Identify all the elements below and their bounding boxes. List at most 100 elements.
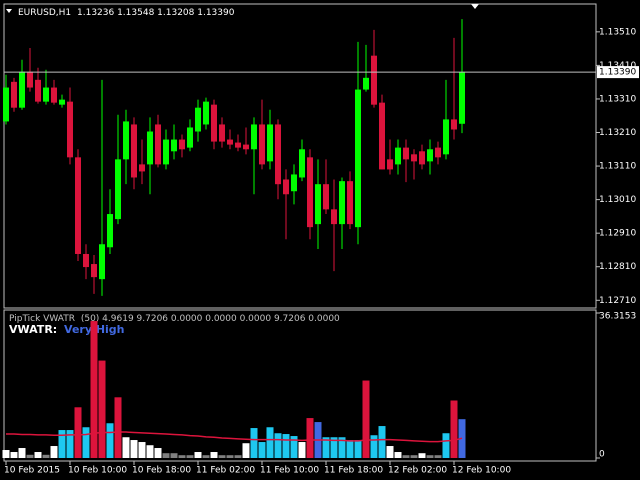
indicator-status: VWATR: Very High — [9, 323, 125, 336]
y-tick-label: 1.12810 — [599, 262, 636, 272]
candle-body — [227, 139, 233, 145]
menu-triangle — [6, 9, 12, 13]
indicator-title: PipTick VWATR — [9, 314, 75, 324]
y-tick-label: 1.13010 — [599, 195, 636, 205]
candle-body — [27, 71, 33, 88]
candle-body — [99, 244, 105, 280]
candle-body — [171, 139, 177, 152]
candle-body — [115, 159, 121, 220]
x-tick-label: 11 Feb 10:00 — [260, 466, 319, 476]
x-tick-label: 10 Feb 18:00 — [132, 466, 191, 476]
candle-body — [371, 55, 377, 105]
indicator-line — [6, 431, 463, 443]
indicator-bar — [226, 455, 234, 458]
indicator-bar — [218, 455, 226, 458]
candle-body — [35, 79, 41, 102]
indicator-bar — [282, 434, 290, 458]
candle-body — [235, 142, 241, 148]
indicator-bar — [42, 454, 50, 458]
candle-body — [3, 87, 9, 122]
candle-body — [43, 87, 49, 102]
candle-body — [331, 209, 337, 225]
indicator-bar — [50, 446, 58, 458]
indicator-bar — [130, 440, 138, 458]
y-tick-label: 1.13310 — [599, 94, 636, 104]
indicator-bar — [394, 452, 402, 458]
candle-body — [451, 119, 457, 130]
indicator-bar — [122, 437, 130, 458]
y-tick-label: 1.13110 — [599, 162, 636, 172]
indicator-bar — [346, 440, 354, 458]
candle-body — [243, 144, 249, 150]
indicator-bar — [210, 452, 218, 458]
candle-body — [19, 71, 25, 108]
indicator-panel-frame — [3, 309, 597, 462]
candle-body — [75, 157, 81, 254]
candle-body — [163, 139, 169, 165]
indicator-bar — [330, 437, 338, 458]
candle-body — [299, 149, 305, 178]
candle-body — [59, 99, 65, 105]
x-tick-label: 10 Feb 2015 — [4, 466, 60, 476]
indicator-bar — [114, 397, 122, 458]
y-tick-label: 1.13210 — [599, 128, 636, 138]
candle-body — [91, 264, 97, 278]
indicator-bar — [154, 448, 162, 458]
candle-body — [131, 124, 137, 178]
candle-body — [155, 124, 161, 165]
indicator-bar — [106, 423, 114, 458]
indicator-bar — [450, 400, 458, 458]
candle-body — [307, 157, 313, 228]
indicator-bar — [34, 452, 42, 458]
indicator-bar — [298, 442, 306, 458]
indicator-bar — [66, 430, 74, 458]
indicator-bar — [98, 360, 106, 458]
y-tick-label: 1.13410 — [599, 61, 636, 71]
candle-body — [339, 181, 345, 225]
indicator-bar — [322, 437, 330, 458]
indicator-bar — [402, 455, 410, 458]
y-tick-label: 1.12910 — [599, 229, 636, 239]
indicator-bar — [178, 455, 186, 458]
candle-body — [347, 181, 353, 225]
chart-header: EURUSD,H1 1.13236 1.13548 1.13208 1.1339… — [18, 8, 235, 18]
candle-body — [291, 174, 297, 192]
indicator-bar — [170, 453, 178, 458]
candle-body — [211, 104, 217, 142]
candle-body — [395, 147, 401, 165]
candle-body — [179, 139, 185, 150]
indicator-bar — [18, 448, 26, 458]
indicator-bar — [362, 380, 370, 458]
candle-body — [379, 102, 385, 170]
symbol-title: EURUSD,H1 — [18, 8, 71, 18]
candle-body — [419, 151, 425, 165]
candle-body — [147, 131, 153, 165]
indicator-bar — [426, 455, 434, 458]
indicator-bar — [2, 450, 10, 458]
y-tick-label: 36.3153 — [599, 312, 636, 322]
candle-body — [83, 253, 89, 268]
candle-body — [107, 214, 113, 248]
candle-body — [187, 127, 193, 148]
indicator-bar — [138, 442, 146, 458]
candle-body — [427, 149, 433, 162]
candle-body — [387, 159, 393, 170]
candle-body — [363, 77, 369, 90]
x-tick-label: 11 Feb 18:00 — [324, 466, 383, 476]
candle-body — [443, 119, 449, 155]
indicator-bar — [82, 427, 90, 458]
candle-body — [259, 124, 265, 165]
indicator-bar — [410, 455, 418, 458]
candle-body — [203, 101, 209, 125]
indicator-bar — [442, 433, 450, 458]
y-tick-label: 0 — [599, 450, 605, 460]
indicator-bar — [370, 435, 378, 458]
indicator-bar — [274, 433, 282, 458]
indicator-bar — [242, 443, 250, 458]
indicator-bar — [58, 430, 66, 458]
candle-body — [315, 184, 321, 225]
indicator-bar — [202, 455, 210, 458]
indicator-bar — [258, 442, 266, 458]
